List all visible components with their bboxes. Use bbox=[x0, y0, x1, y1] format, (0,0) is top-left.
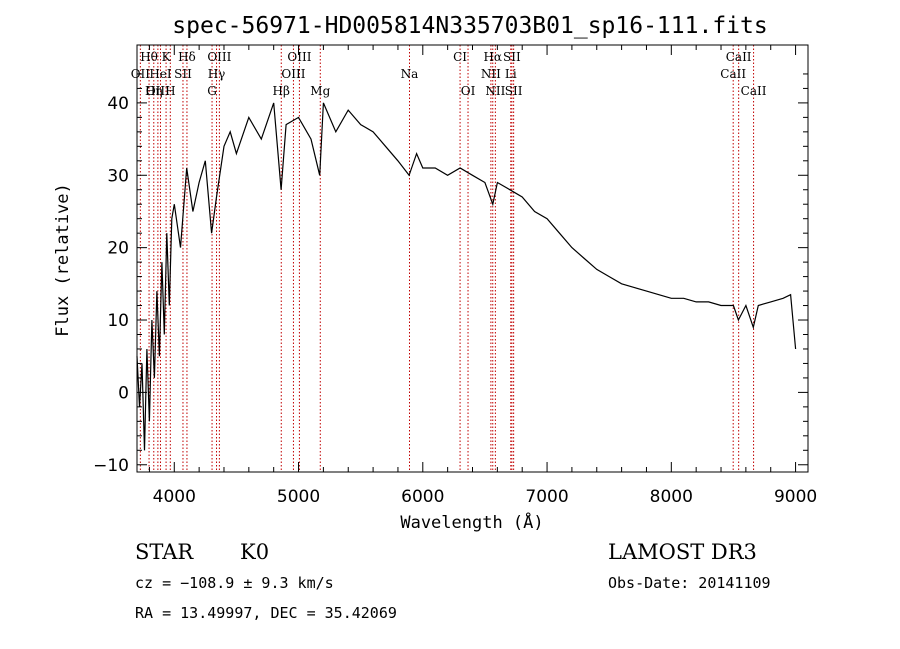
spectral-line-label: CI bbox=[453, 50, 467, 64]
spectral-line-label: OIII bbox=[146, 84, 170, 98]
spectral-line-markers bbox=[139, 45, 755, 472]
y-tick-label: 30 bbox=[107, 166, 129, 186]
y-tick-label: 10 bbox=[107, 311, 129, 331]
chart-title: spec-56971-HD005814N335703B01_sp16-111.f… bbox=[172, 13, 767, 39]
spectral-line-label: Hδ bbox=[178, 50, 196, 64]
spectral-line-label: Li bbox=[505, 67, 517, 81]
plot-frame bbox=[136, 44, 809, 473]
spectral-line-label: HeI bbox=[149, 67, 172, 81]
x-tick-label: 5000 bbox=[277, 487, 320, 507]
spectral-line-label: Na bbox=[401, 67, 419, 81]
spectral-line-label: Hη bbox=[145, 84, 163, 98]
spectral-line-label: Mg bbox=[310, 84, 330, 98]
spectral-line-label: Hθ bbox=[140, 50, 158, 64]
spectral-line-label: Hα bbox=[483, 50, 502, 64]
spectral-line-label: CaII bbox=[720, 67, 746, 81]
x-tick-label: 8000 bbox=[650, 487, 693, 507]
spectral-line-label: G bbox=[207, 84, 217, 98]
x-tick-label: 6000 bbox=[401, 487, 444, 507]
spectral-line-label: SII bbox=[503, 50, 521, 64]
y-tick-label: 0 bbox=[118, 383, 129, 403]
spectral-line-label: K bbox=[162, 50, 172, 64]
spectral-line-label: SII bbox=[174, 67, 192, 81]
spectral-line-label: OIII bbox=[281, 67, 305, 81]
x-tick-label: 7000 bbox=[525, 487, 568, 507]
y-axis-ticks: −10 0 10 20 30 40 bbox=[93, 73, 808, 476]
spectral-line-label: NII bbox=[485, 84, 505, 98]
redshift-velocity: cz = −108.9 ± 9.3 km/s bbox=[135, 574, 334, 592]
y-axis-label: Flux (relative) bbox=[53, 183, 73, 337]
coordinates: RA = 13.49997, DEC = 35.42069 bbox=[135, 604, 397, 622]
x-axis-ticks: 4000 5000 6000 7000 8000 9000 bbox=[148, 45, 817, 507]
x-tick-label: 9000 bbox=[774, 487, 817, 507]
x-tick-label: 4000 bbox=[153, 487, 196, 507]
y-tick-label: 40 bbox=[107, 94, 129, 114]
spectral-line-label: NII bbox=[481, 67, 501, 81]
y-tick-label: −10 bbox=[93, 456, 129, 476]
spectral-line-label: SII bbox=[505, 84, 523, 98]
spectral-line-label: H bbox=[165, 84, 175, 98]
object-subclass: K0 bbox=[240, 540, 269, 564]
spectral-line-label: OIII bbox=[287, 50, 311, 64]
observation-date: Obs-Date: 20141109 bbox=[608, 574, 771, 592]
spectral-line-label: CaII bbox=[741, 84, 767, 98]
y-tick-label: 20 bbox=[107, 239, 129, 259]
spectral-line-label: Hβ bbox=[273, 84, 290, 98]
flux-line bbox=[136, 102, 797, 451]
spectral-line-label: CaII bbox=[726, 50, 752, 64]
spectral-line-label: OIII bbox=[207, 50, 231, 64]
survey-name: LAMOST DR3 bbox=[608, 540, 757, 564]
spectral-line-label: OI bbox=[461, 84, 476, 98]
flux-series bbox=[136, 102, 797, 451]
object-class: STAR bbox=[135, 540, 194, 564]
spectral-line-label: Hγ bbox=[208, 67, 226, 81]
x-axis-label: Wavelength (Å) bbox=[400, 511, 543, 533]
